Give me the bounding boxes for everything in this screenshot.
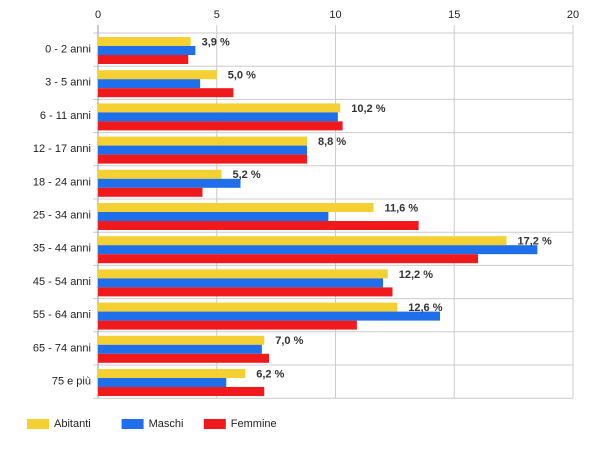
bar-maschi (98, 145, 307, 155)
bar-femmine (98, 88, 234, 98)
data-label: 5,2 % (233, 169, 261, 181)
bar-abitanti (98, 269, 388, 279)
data-label: 3,9 % (202, 36, 230, 48)
data-label: 8,8 % (318, 136, 346, 148)
legend: Abitanti Maschi Femmine (27, 418, 277, 430)
bar-abitanti (98, 369, 246, 378)
bars-layer (98, 37, 538, 396)
category-label: 45 - 54 anni (33, 276, 91, 288)
data-label: 5,0 % (228, 70, 256, 82)
x-tick-label: 20 (567, 9, 579, 21)
bar-maschi (98, 46, 196, 55)
data-label: 11,6 % (385, 202, 419, 214)
legend-swatch-femmine (203, 419, 226, 429)
bar-abitanti (98, 236, 507, 246)
bar-maschi (98, 278, 383, 288)
bar-maschi (98, 178, 241, 188)
x-tick-label: 15 (448, 9, 460, 21)
x-tick-label: 5 (214, 9, 220, 21)
bar-maschi (98, 344, 262, 354)
labels-layer: 0 - 2 anni 3,9 % 3 - 5 anni 5,0 % 6 - 11 ann… (33, 36, 552, 387)
x-tick-label: 0 (95, 9, 101, 21)
category-label: 35 - 44 anni (33, 243, 91, 255)
data-label: 12,6 % (408, 302, 442, 314)
legend-swatch-abitanti (27, 419, 49, 429)
legend-label: Femmine (231, 418, 277, 430)
bar-abitanti (98, 37, 191, 46)
bar-femmine (98, 154, 307, 164)
bar-maschi (98, 378, 227, 387)
category-label: 18 - 24 anni (33, 176, 91, 188)
category-label: 12 - 17 anni (33, 143, 91, 155)
data-label: 10,2 % (351, 103, 385, 115)
bar-maschi (98, 112, 338, 122)
category-label: 3 - 5 anni (45, 77, 91, 89)
bar-femmine (98, 254, 478, 264)
bar-abitanti (98, 203, 374, 212)
bar-femmine (98, 320, 357, 330)
bar-abitanti (98, 169, 222, 179)
bar-abitanti (98, 302, 398, 312)
bar-femmine (98, 287, 393, 297)
legend-label: Abitanti (54, 418, 91, 430)
legend-swatch-maschi (121, 419, 144, 429)
bar-abitanti (98, 70, 217, 80)
bar-femmine (98, 121, 343, 131)
bar-femmine (98, 353, 269, 363)
bar-maschi (98, 311, 440, 321)
category-label: 25 - 34 anni (33, 210, 91, 222)
category-label: 0 - 2 anni (45, 44, 91, 56)
legend-label: Maschi (149, 418, 184, 430)
x-tick-label: 10 (329, 9, 341, 21)
category-label: 55 - 64 anni (33, 309, 91, 321)
bar-maschi (98, 79, 201, 89)
data-label: 12,2 % (399, 269, 433, 281)
bar-femmine (98, 55, 189, 64)
bar-femmine (98, 387, 265, 396)
bar-femmine (98, 221, 419, 230)
data-label: 6,2 % (256, 368, 284, 380)
bar-femmine (98, 187, 203, 197)
bar-maschi (98, 245, 538, 255)
data-label: 17,2 % (518, 236, 552, 248)
category-label: 6 - 11 anni (40, 110, 91, 122)
bar-abitanti (98, 335, 265, 345)
category-label: 65 - 74 anni (33, 342, 91, 354)
category-label: 75 e più (52, 376, 91, 388)
data-label: 7,0 % (275, 335, 303, 347)
bar-abitanti (98, 136, 307, 146)
bar-abitanti (98, 103, 341, 113)
bar-maschi (98, 212, 329, 221)
